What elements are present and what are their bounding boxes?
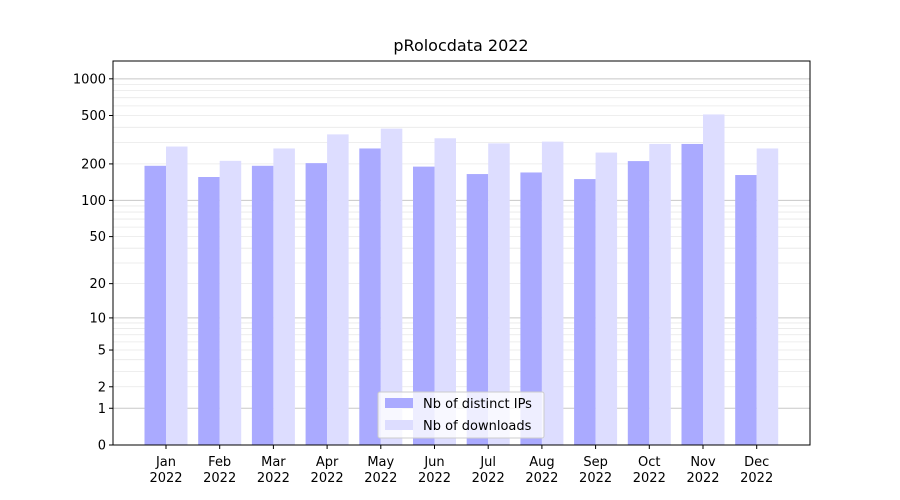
bar-distinct-ips bbox=[251, 165, 274, 446]
legend-label-distinct-ips: Nb of distinct IPs bbox=[423, 397, 532, 412]
y-axis: 0 1 2 5 10 20 50 100 200 500 1000 bbox=[73, 72, 113, 454]
x-tick-label-year: 2022 bbox=[418, 471, 451, 486]
x-tick-label-year: 2022 bbox=[525, 471, 558, 486]
x-tick-label-month: Oct bbox=[638, 455, 660, 470]
x-tick-label-year: 2022 bbox=[257, 471, 290, 486]
bar-distinct-ips bbox=[735, 175, 757, 446]
y-tick-label: 0 bbox=[98, 439, 106, 454]
legend-box bbox=[377, 391, 545, 439]
x-axis: Jan2022Feb2022Mar2022Apr2022May2022Jun20… bbox=[149, 445, 773, 486]
x-tick-label-year: 2022 bbox=[472, 471, 505, 486]
bar-distinct-ips bbox=[305, 163, 328, 446]
bar-downloads bbox=[327, 134, 349, 445]
y-tick-label: 200 bbox=[81, 157, 106, 172]
y-tick-label: 5 bbox=[98, 344, 106, 359]
x-tick-label-year: 2022 bbox=[740, 471, 773, 486]
x-tick-label-year: 2022 bbox=[149, 471, 182, 486]
bar-downloads bbox=[219, 160, 242, 445]
x-tick-label-month: Dec bbox=[744, 455, 769, 470]
x-tick-label-month: Jul bbox=[479, 455, 496, 470]
bar-distinct-ips bbox=[144, 165, 166, 446]
x-tick-label-year: 2022 bbox=[686, 471, 719, 486]
bar-distinct-ips bbox=[359, 148, 381, 446]
x-tick-label-month: Sep bbox=[583, 455, 608, 470]
bar-distinct-ips bbox=[627, 161, 650, 446]
x-tick-label-year: 2022 bbox=[633, 471, 666, 486]
legend: Nb of distinct IPs Nb of downloads bbox=[377, 391, 545, 439]
bar-downloads bbox=[488, 143, 510, 445]
x-tick-label-month: May bbox=[367, 455, 394, 470]
bars bbox=[144, 114, 779, 446]
bar-downloads bbox=[273, 148, 295, 446]
bar-downloads bbox=[541, 141, 564, 446]
x-tick-label-year: 2022 bbox=[203, 471, 236, 486]
legend-swatch-downloads bbox=[385, 420, 413, 430]
legend-swatch-distinct-ips bbox=[385, 398, 413, 408]
x-tick-label-month: Feb bbox=[208, 455, 231, 470]
x-tick-label-month: Jun bbox=[423, 455, 444, 470]
x-tick-label-year: 2022 bbox=[311, 471, 344, 486]
bar-distinct-ips bbox=[466, 174, 489, 445]
bar-downloads bbox=[703, 114, 725, 445]
x-tick-label-month: Mar bbox=[261, 455, 286, 470]
plot-area-frame bbox=[112, 60, 811, 446]
bar-distinct-ips bbox=[413, 166, 435, 445]
x-tick-label-year: 2022 bbox=[364, 471, 397, 486]
y-tick-label: 1000 bbox=[73, 72, 106, 87]
legend-label-downloads: Nb of downloads bbox=[423, 419, 532, 434]
bar-distinct-ips bbox=[681, 143, 703, 446]
bar-distinct-ips bbox=[520, 172, 542, 445]
bar-distinct-ips bbox=[198, 177, 220, 445]
x-tick-label-month: Apr bbox=[316, 455, 339, 470]
bar-distinct-ips bbox=[574, 179, 596, 445]
y-tick-label: 10 bbox=[89, 311, 106, 326]
bar-downloads bbox=[380, 128, 403, 445]
y-tick-label: 20 bbox=[89, 277, 106, 292]
bar-downloads bbox=[649, 143, 671, 446]
x-tick-label-month: Nov bbox=[690, 455, 716, 470]
bar-downloads bbox=[595, 152, 618, 445]
y-tick-label: 2 bbox=[98, 380, 106, 395]
y-tick-label: 1 bbox=[98, 402, 106, 417]
y-tick-label: 100 bbox=[81, 194, 106, 209]
x-tick-label-month: Aug bbox=[529, 455, 554, 470]
y-tick-label: 500 bbox=[81, 109, 106, 124]
bar-downloads bbox=[166, 146, 188, 445]
chart-title: pRolocdata 2022 bbox=[393, 36, 528, 55]
x-tick-label-month: Jan bbox=[155, 455, 176, 470]
y-tick-label: 50 bbox=[89, 230, 106, 245]
bar-downloads bbox=[434, 138, 456, 446]
bar-downloads bbox=[756, 148, 779, 446]
x-tick-label-year: 2022 bbox=[579, 471, 612, 486]
